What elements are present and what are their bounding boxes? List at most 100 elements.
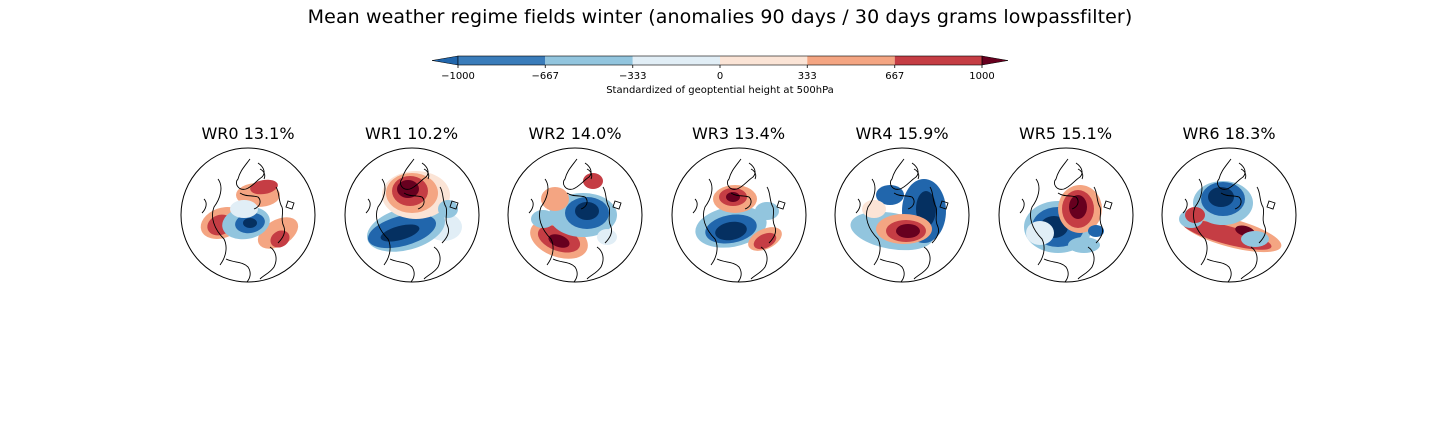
map-boundary <box>507 147 643 283</box>
colorbar-tick-label: 667 <box>885 71 904 82</box>
coastline <box>750 168 756 180</box>
coastline <box>389 258 415 282</box>
regime-panel: WR0 13.1% <box>173 124 323 289</box>
anomaly-contour <box>597 229 617 245</box>
coastline <box>423 168 429 180</box>
coastline <box>212 178 227 266</box>
anomaly-contour <box>1087 225 1104 237</box>
anomaly-contour <box>725 192 740 202</box>
colorbar-tick-label: −667 <box>532 71 559 82</box>
coastline <box>1193 178 1208 266</box>
anomaly-contour <box>243 218 257 228</box>
coastline <box>423 246 441 280</box>
coastline <box>929 186 939 244</box>
coastline <box>1102 200 1113 210</box>
anomaly-contour <box>230 200 258 218</box>
colorbar-tick-label: 0 <box>717 71 723 82</box>
figure-title: Mean weather regime fields winter (anoma… <box>307 6 1133 28</box>
coastline <box>1077 168 1083 180</box>
coastline <box>1220 192 1242 210</box>
colorbar-bin <box>632 56 720 65</box>
map-boundary <box>998 147 1133 283</box>
anomaly-contour <box>754 202 779 220</box>
coastline <box>1077 246 1095 280</box>
map-boundary <box>180 147 316 283</box>
coastline <box>225 258 251 282</box>
regime-panel: WR2 14.0% <box>500 124 650 289</box>
polar-map <box>1161 147 1297 283</box>
polar-map <box>834 147 970 283</box>
colorbar-tick-label: −1000 <box>441 71 475 82</box>
polar-map <box>998 147 1133 283</box>
map-boundary <box>344 147 479 283</box>
coastline <box>879 258 905 282</box>
coastline <box>1019 198 1025 214</box>
anomaly-contour <box>714 221 747 241</box>
colorbar-label: Standardized of geoptential height at 50… <box>606 85 834 96</box>
coastline <box>913 246 931 280</box>
anomaly-contour <box>1185 207 1205 223</box>
coastline <box>1029 178 1045 266</box>
anomaly-contour <box>1025 221 1054 245</box>
panel-title: WR5 15.1% <box>1018 124 1113 143</box>
coastline <box>716 258 742 282</box>
colorbar-bin <box>720 56 808 65</box>
anomaly-contour <box>270 230 290 248</box>
anomaly-contour <box>250 179 278 195</box>
coastline <box>750 246 768 280</box>
colorbar-bin <box>894 56 982 65</box>
regime-panel: WR4 15.9% <box>827 124 977 289</box>
coastline <box>586 168 593 180</box>
polar-map <box>344 147 479 283</box>
coastline <box>1266 200 1276 210</box>
colorbar-tick-label: 333 <box>798 71 817 82</box>
coastline <box>913 168 920 180</box>
colorbar: −1000 −667 −333 0 333 667 1000 <box>431 55 1009 82</box>
coastline <box>1240 246 1258 280</box>
anomaly-contour <box>583 173 603 189</box>
anomaly-contour <box>753 232 776 250</box>
coastline <box>702 178 718 266</box>
anomaly-contour <box>862 200 886 218</box>
coastline <box>893 192 915 210</box>
anomaly-contour <box>575 202 599 220</box>
coastline <box>939 200 949 210</box>
coastline <box>275 186 285 244</box>
anomaly-contour <box>548 234 570 248</box>
panel-title: WR6 18.3% <box>1182 124 1276 143</box>
anomaly-contour <box>896 224 920 238</box>
regime-panel: WR3 13.4% <box>664 124 814 289</box>
coastline <box>201 198 207 214</box>
anomaly-contour <box>437 200 458 218</box>
coastline <box>766 186 776 244</box>
coastline <box>1093 186 1103 244</box>
coastline <box>586 246 604 280</box>
coastline <box>448 200 459 210</box>
anomaly-contour <box>1241 231 1269 247</box>
anomaly-contour <box>541 187 569 211</box>
colorbar-bin <box>458 56 546 65</box>
coastline <box>259 168 266 180</box>
coastline <box>775 200 786 210</box>
coastline <box>692 198 698 214</box>
coastline <box>259 246 277 280</box>
coastline <box>375 178 391 266</box>
polar-map <box>507 147 643 283</box>
coastline <box>602 186 612 244</box>
panel-title: WR1 10.2% <box>364 124 459 143</box>
coastline <box>855 198 861 214</box>
colorbar-extend-high <box>981 55 1009 66</box>
coastline <box>403 192 425 210</box>
colorbar-tick-label: −333 <box>619 71 646 82</box>
coastline <box>1043 258 1069 282</box>
coastline <box>730 192 752 210</box>
coastline <box>239 192 261 210</box>
coastline <box>1182 198 1188 214</box>
panel-title: WR2 14.0% <box>528 124 622 143</box>
polar-map <box>180 147 316 283</box>
coastline <box>1256 186 1266 244</box>
coastline <box>866 178 881 266</box>
regime-panel: WR1 10.2% <box>337 124 487 289</box>
colorbar-bin <box>545 56 633 65</box>
anomaly-contour <box>1067 237 1100 253</box>
